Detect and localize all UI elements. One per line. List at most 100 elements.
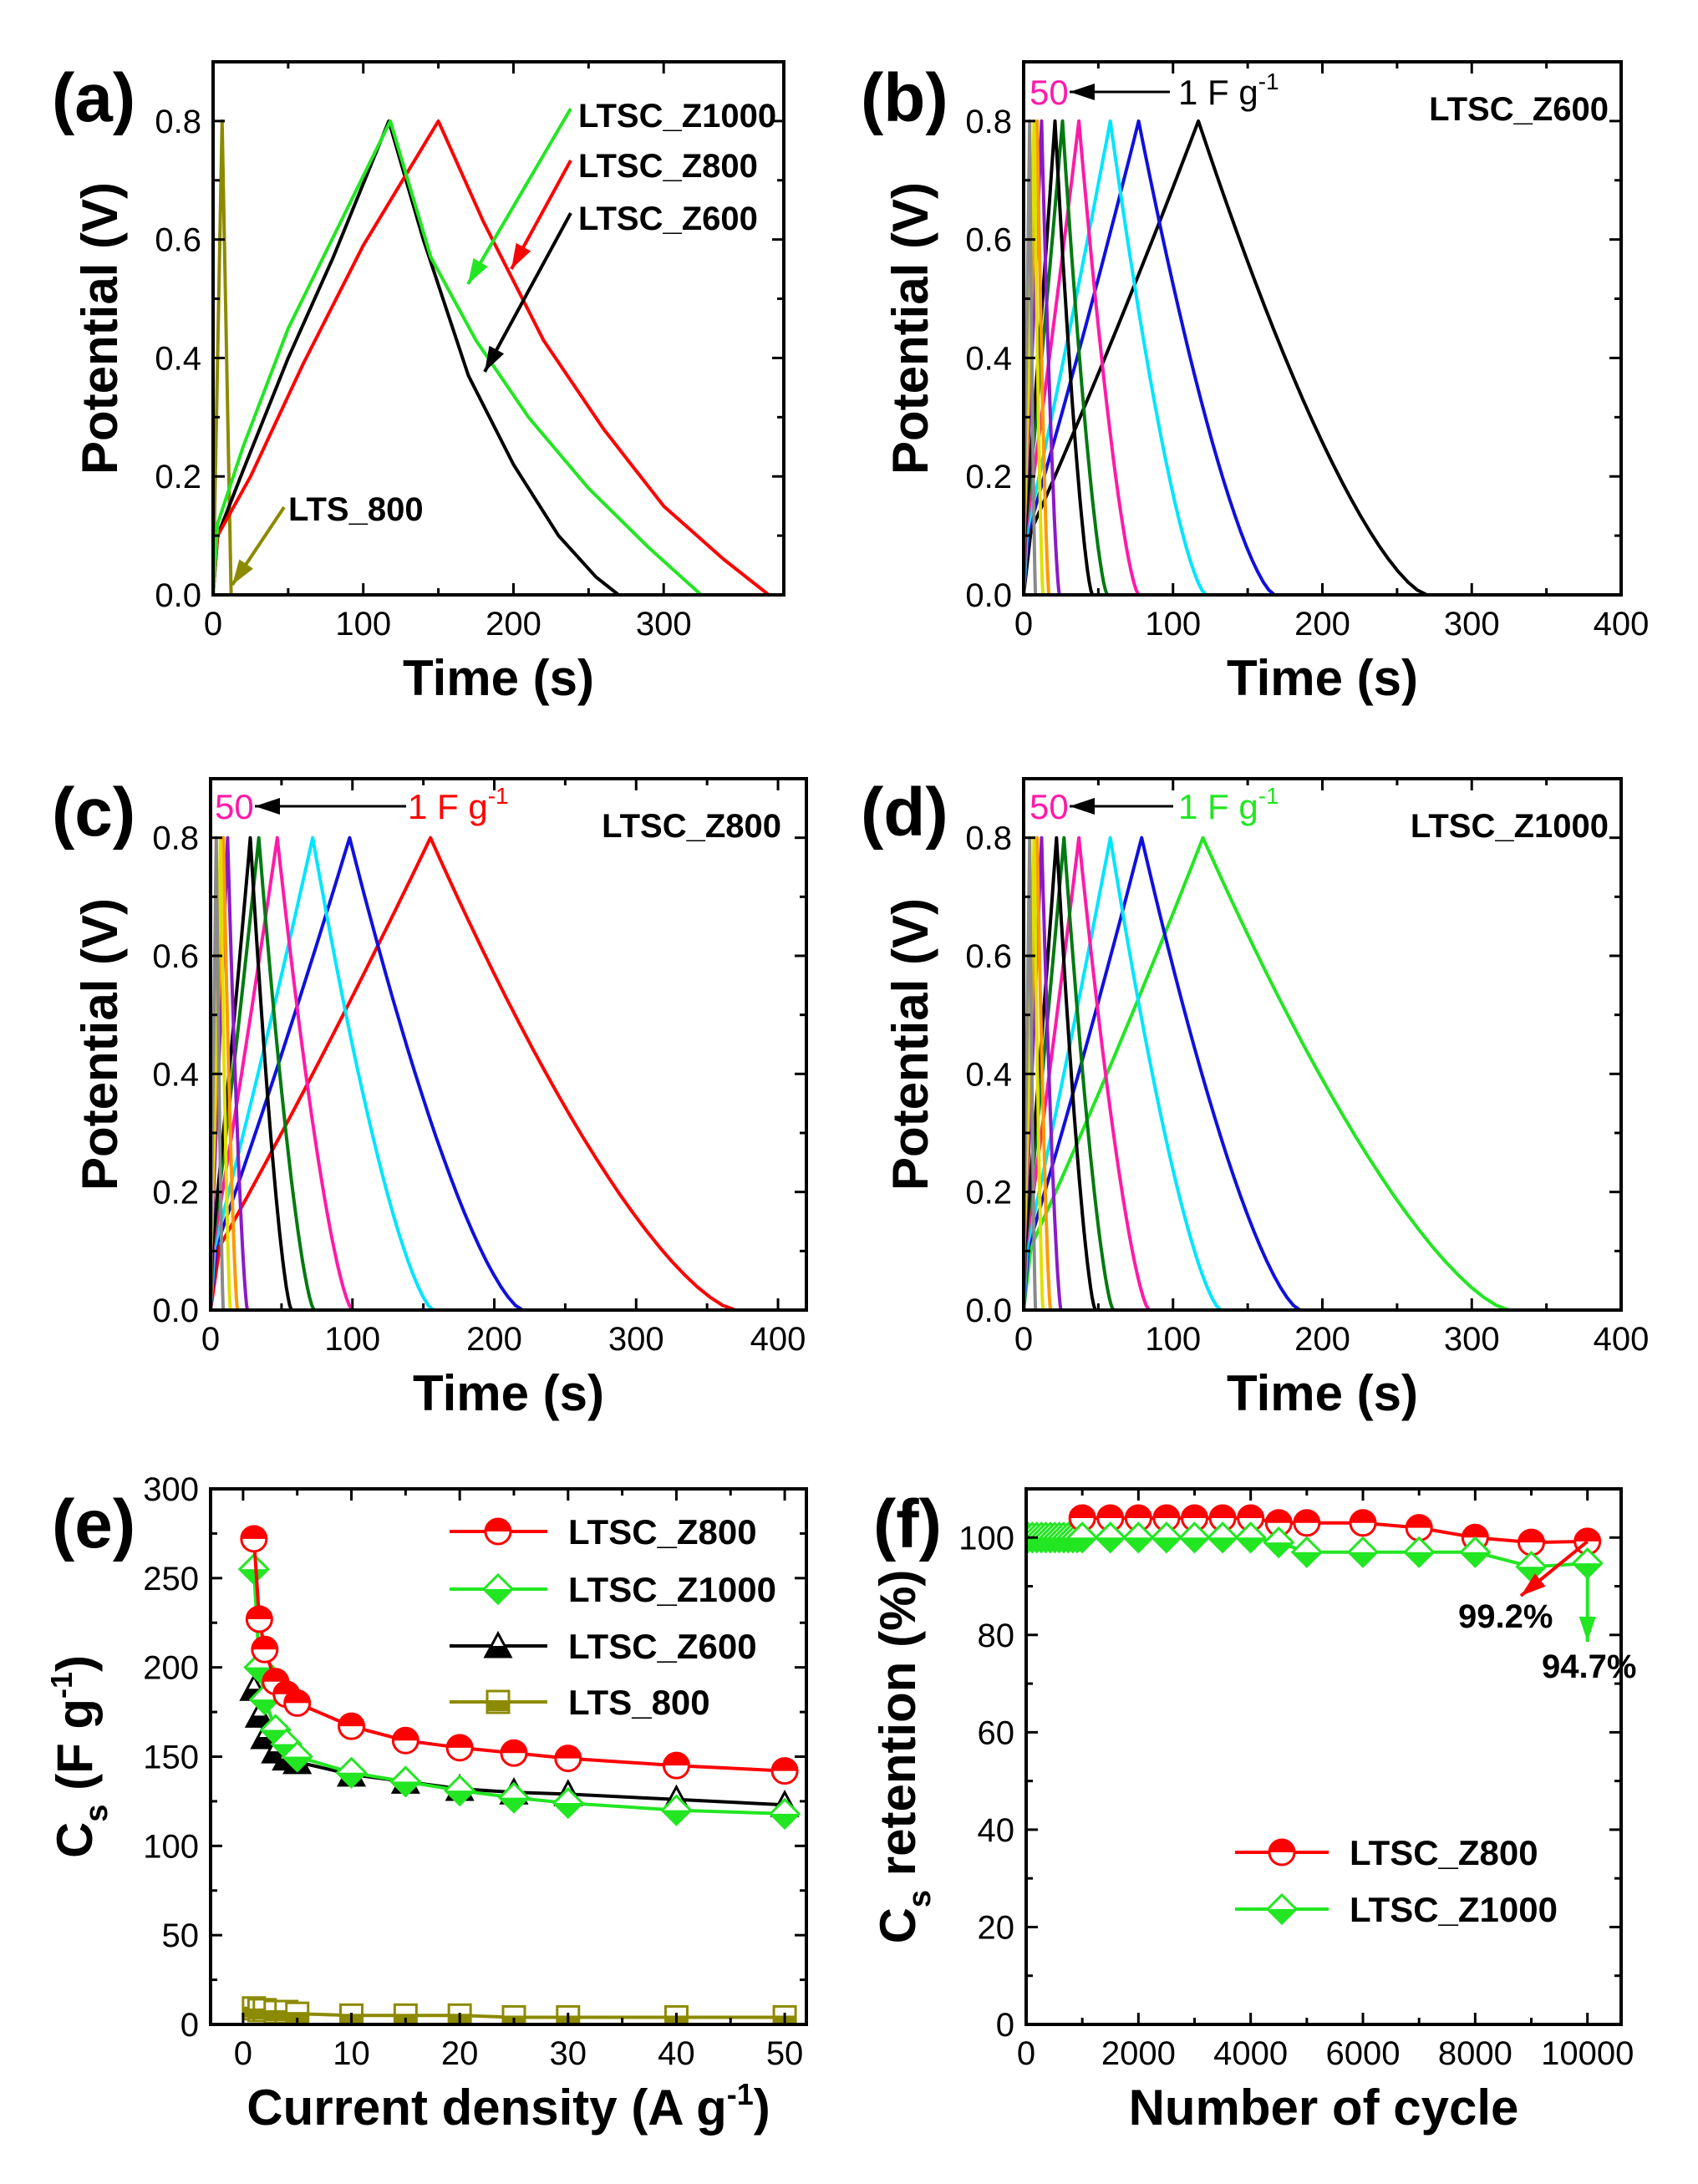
y-tick-label: 300: [143, 1471, 199, 1508]
x-tick-label: 100: [1145, 1321, 1201, 1358]
y-tick-label: 200: [143, 1650, 199, 1687]
data-point-LTSC_Z800-fill: [663, 1753, 689, 1766]
legend-marker-fill: [486, 1519, 511, 1531]
gcd-curve-0: [1024, 119, 1428, 595]
data-point-LTSC_Z800-fill: [555, 1745, 581, 1759]
data-point-LTSC_Z1000-fill: [1208, 1537, 1238, 1552]
x-tick-label: 300: [1444, 1321, 1500, 1358]
x-tick-label: 100: [1145, 606, 1201, 643]
plot-frame: [1024, 1487, 1623, 2026]
arrow-z1000-head: [468, 258, 488, 284]
x-axis-label: Time (s): [1227, 1365, 1418, 1421]
y-tick-label: 40: [978, 1812, 1015, 1849]
rate-arrow-head: [1070, 84, 1095, 100]
plot-frame: [209, 777, 808, 1312]
y-tick-label: 80: [978, 1618, 1015, 1654]
data-point-LTSC_Z800-fill: [1350, 1510, 1376, 1523]
x-tick-label: 0: [204, 606, 222, 643]
y-tick-label: 50: [162, 1917, 200, 1954]
panel-label: (f): [873, 1486, 942, 1562]
data-point-LTSC_Z800-fill: [393, 1728, 419, 1741]
plot-area: [1024, 119, 1428, 595]
data-point-LTSC_Z800-fill: [241, 1526, 267, 1539]
data-point-LTSC_Z1000-fill: [1068, 1537, 1097, 1552]
x-axis-label: Time (s): [1227, 650, 1418, 706]
y-axis-label-sub: s: [902, 1890, 938, 1907]
rate-label-50: 50: [215, 787, 254, 826]
x-tick-label: 0: [1014, 606, 1033, 643]
panel-label: (d): [861, 775, 948, 851]
panel-d: 0 100 200 300 400 0.0 0.2 0.4 0.6 0.8 (d) Time (s) P…: [861, 775, 1649, 1421]
y-tick-label: 100: [143, 1828, 199, 1865]
data-point-LTSC_Z800-fill: [1518, 1530, 1544, 1543]
y-tick-label: 0.0: [965, 1293, 1012, 1329]
arrow-z800-head: [1521, 1573, 1546, 1596]
y-axis-label-sub: s: [79, 1805, 114, 1822]
legend-marker-fill: [1269, 1840, 1294, 1852]
data-point-LTSC_Z1000-fill: [445, 1790, 475, 1806]
panel-label: (e): [52, 1486, 135, 1562]
rate-label-1: 1 F g-1: [1178, 69, 1279, 112]
legend-label: LTSC_Z1000: [568, 1570, 776, 1609]
x-tick-label: 4000: [1213, 2035, 1288, 2072]
y-tick-label: 0.6: [965, 938, 1012, 975]
legend-marker-fill: [487, 1700, 509, 1711]
y-tick-label: 0.2: [152, 1175, 199, 1211]
y-axis-label-exp: -1: [44, 1672, 79, 1699]
gcd-curve-2: [211, 836, 435, 1310]
legend-label: LTSC_Z800: [1350, 1833, 1538, 1872]
data-point-LTSC_Z800-fill: [1070, 1505, 1096, 1518]
data-point-LTSC_Z800-fill: [1097, 1505, 1123, 1518]
series-line-LTSC_Z800: [213, 119, 770, 595]
data-point-LTSC_Z800-fill: [252, 1637, 277, 1650]
legend-label: LTSC_Z600: [568, 1627, 757, 1666]
sample-title: LTSC_Z600: [1429, 91, 1609, 128]
arrow-z600: [483, 212, 572, 373]
sample-title: LTSC_Z800: [602, 808, 781, 845]
data-point-LTSC_Z800-fill: [501, 1740, 526, 1754]
sample-title: LTSC_Z1000: [1411, 808, 1609, 845]
data-point-LTSC_Z800-fill: [1182, 1505, 1207, 1518]
data-point-LTSC_Z1000-fill: [1292, 1552, 1321, 1567]
data-point-LTSC_Z1000-fill: [1349, 1552, 1378, 1567]
x-axis-label: Time (s): [403, 650, 594, 706]
data-point-LTSC_Z1000-fill: [553, 1803, 582, 1818]
panel-f: 0 2000 4000 6000 8000 10000 0 20 40 60 80 100 (f) 99.…: [870, 1486, 1636, 2136]
data-point-LTSC_Z1000-fill: [1236, 1537, 1265, 1552]
rate-label-50: 50: [1029, 73, 1069, 112]
x-axis-label: Time (s): [413, 1365, 604, 1421]
x-tick-label: 400: [1594, 1321, 1650, 1358]
panel-label: (c): [52, 775, 135, 851]
data-point-LTSC_Z1000-fill: [391, 1781, 420, 1796]
arrow-z1000-head: [1579, 1617, 1596, 1642]
data-point-LTSC_Z1000-fill: [282, 1756, 312, 1771]
y-axis-label: Potential (V): [72, 898, 128, 1191]
legend-marker-fill: [484, 1589, 512, 1603]
y-axis-label: Potential (V): [882, 182, 938, 475]
rate-arrow-head: [255, 798, 280, 815]
data-point-LTSC_Z1000-fill: [1124, 1537, 1153, 1552]
plot-frame: [211, 60, 785, 597]
x-tick-label: 300: [636, 606, 692, 643]
data-point-LTSC_Z1000-fill: [245, 1667, 274, 1682]
x-axis-label-end: ): [754, 2080, 770, 2136]
x-tick-label: 400: [750, 1321, 806, 1358]
y-axis-label-end: retention (%): [870, 1570, 926, 1890]
data-point-LTSC_Z800-fill: [1210, 1505, 1236, 1518]
arrow-z800-head: [511, 242, 531, 269]
series-line-LTSC_Z1000: [213, 119, 703, 595]
x-tick-label: 200: [486, 606, 541, 643]
x-axis-label: Current density (A g-1): [247, 2077, 770, 2136]
data-point-LTSC_Z800-fill: [1126, 1505, 1151, 1518]
y-axis-label: Cs retention (%): [870, 1570, 938, 1944]
y-tick-label: 0.8: [965, 820, 1012, 857]
panel-e: 0 10 20 30 40 50 0 50 100 150 200 250 300(e) LTSC_Z80…: [44, 1471, 808, 2136]
series-line-LTSC_Z600: [213, 119, 620, 595]
x-tick-label: 300: [608, 1321, 664, 1358]
data-point-LTSC_Z800-fill: [1294, 1510, 1319, 1523]
y-tick-label: 0.4: [965, 340, 1012, 377]
x-tick-label: 400: [1594, 606, 1650, 643]
data-point-LTSC_Z800-fill: [247, 1606, 272, 1619]
data-point-LTSC_Z1000-fill: [1180, 1537, 1209, 1552]
